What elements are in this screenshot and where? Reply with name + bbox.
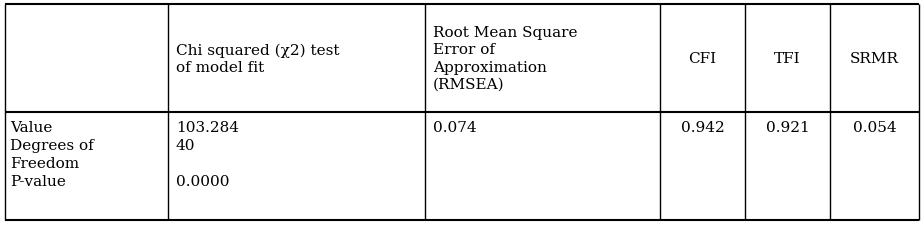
Text: 0.054: 0.054 <box>853 120 896 134</box>
Text: 0.942: 0.942 <box>681 120 724 134</box>
Text: Chi squared (χ2) test
of model fit: Chi squared (χ2) test of model fit <box>176 43 339 74</box>
Text: TFI: TFI <box>774 52 801 66</box>
Text: 103.284
40

0.0000: 103.284 40 0.0000 <box>176 120 239 188</box>
Text: Value
Degrees of
Freedom
P-value: Value Degrees of Freedom P-value <box>10 120 93 188</box>
Text: 0.074: 0.074 <box>433 120 477 134</box>
Text: Root Mean Square
Error of
Approximation
(RMSEA): Root Mean Square Error of Approximation … <box>433 26 578 92</box>
Text: CFI: CFI <box>688 52 717 66</box>
Text: SRMR: SRMR <box>850 52 899 66</box>
Text: 0.921: 0.921 <box>766 120 809 134</box>
